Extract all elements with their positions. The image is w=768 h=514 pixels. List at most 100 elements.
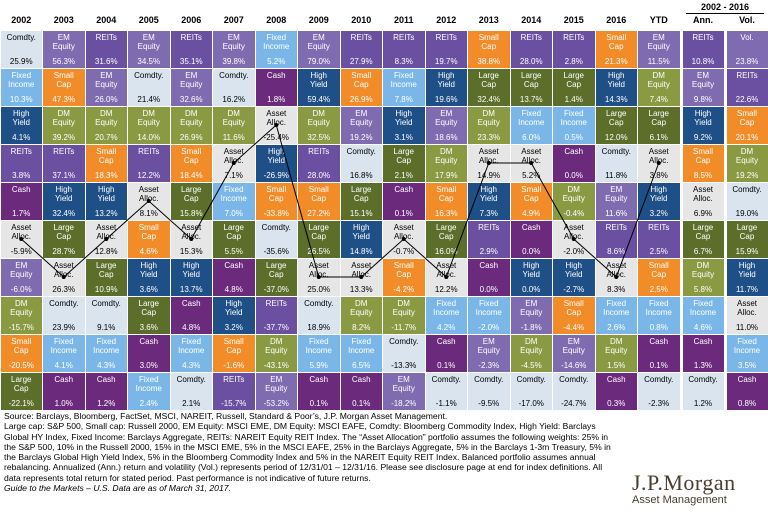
- return-value: 21.4%: [137, 94, 161, 104]
- return-value: 0.5%: [564, 132, 583, 142]
- return-value: -1.8%: [520, 322, 542, 332]
- return-value: 8.5%: [693, 170, 713, 180]
- asset-class-label: Small Cap: [53, 70, 74, 89]
- table-cell: DM Equity 7.4%: [638, 68, 680, 106]
- table-cell: REITs 3.8%: [0, 144, 42, 182]
- return-value: -20.5%: [8, 360, 34, 370]
- return-value: 7.3%: [479, 208, 498, 218]
- return-value: -6.0%: [10, 284, 32, 294]
- return-value: 3.5%: [737, 360, 757, 370]
- table-cell: High Yield 11.7%: [726, 258, 768, 296]
- table-cell: Small Cap 18.3%: [85, 144, 127, 182]
- year-header: 2004: [96, 15, 117, 25]
- asset-class-label: Asset Alloc.: [393, 222, 414, 241]
- asset-class-label: DM Equity: [691, 260, 715, 279]
- asset-class-label: Asset Alloc.: [648, 146, 669, 165]
- return-value: 1.2%: [693, 398, 713, 408]
- return-value: 5.5%: [224, 246, 243, 256]
- table-cell: High Yield 3.2%: [213, 296, 255, 334]
- table-cell: DM Equity 19.2%: [726, 144, 768, 182]
- table-cell: Asset Alloc. 13.3%: [340, 258, 382, 296]
- table-cell: EM Equity 11.5%: [638, 30, 680, 68]
- asset-class-label: Large Cap: [692, 222, 714, 241]
- asset-class-label: REITs: [563, 32, 585, 42]
- table-cell: Small Cap 27.2%: [298, 182, 340, 220]
- asset-class-label: REITs: [435, 32, 457, 42]
- return-value: 7.4%: [649, 94, 668, 104]
- asset-class-label: DM Equity: [477, 108, 500, 127]
- table-cell: Large Cap 12.0%: [595, 106, 637, 144]
- return-value: 19.0%: [735, 208, 759, 218]
- table-cell: Large Cap -22.1%: [0, 372, 42, 410]
- asset-class-label: Cash: [564, 146, 584, 156]
- asset-class-label: REITs: [265, 298, 287, 308]
- table-cell: Fixed Income 4.3%: [85, 334, 127, 372]
- return-value: 4.8%: [224, 284, 243, 294]
- table-cell: Small Cap 18.4%: [170, 144, 212, 182]
- footnote-guide: Guide to the Markets – U.S. Data are as …: [4, 483, 231, 494]
- asset-class-label: EM Equity: [605, 184, 628, 203]
- return-value: 19.2%: [735, 170, 759, 180]
- table-cell: Asset Alloc. -5.9%: [0, 220, 42, 258]
- asset-class-label: DM Equity: [95, 108, 118, 127]
- return-value: 16.2%: [222, 94, 246, 104]
- table-cell: REITs 37.1%: [43, 144, 85, 182]
- asset-class-label: Fixed Income: [433, 298, 460, 317]
- asset-class-label: Fixed Income: [689, 298, 717, 317]
- table-cell: Asset Alloc. 25.0%: [298, 258, 340, 296]
- asset-class-label: DM Equity: [307, 108, 330, 127]
- table-cell: EM Equity -1.8%: [510, 296, 552, 334]
- return-value: 2.5%: [649, 246, 668, 256]
- asset-class-label: EM Equity: [180, 70, 203, 89]
- table-cell: DM Equity -0.4%: [553, 182, 595, 220]
- return-value: -53.2%: [263, 398, 289, 408]
- table-cell: REITs 2.8%: [553, 30, 595, 68]
- asset-class-label: Small Cap: [648, 260, 669, 279]
- asset-class-label: EM Equity: [647, 32, 670, 51]
- table-cell: Comdty. 21.4%: [128, 68, 170, 106]
- table-cell: EM Equity 18.6%: [425, 106, 467, 144]
- return-value: -24.7%: [561, 398, 587, 408]
- table-cell: Comdty. -2.3%: [638, 372, 680, 410]
- return-value: 23.9%: [52, 322, 76, 332]
- asset-class-label: REITs: [138, 146, 160, 156]
- return-value: 2.6%: [607, 322, 626, 332]
- logo-subtitle: Asset Management: [632, 494, 727, 506]
- table-cell: EM Equity -2.3%: [468, 334, 510, 372]
- return-value: 16.8%: [349, 170, 373, 180]
- asset-class-label: REITs: [648, 222, 670, 232]
- table-cell: REITs 31.6%: [85, 30, 127, 68]
- table-cell: REITs 28.0%: [510, 30, 552, 68]
- footnotes: Source: Barclays, Bloomberg, FactSet, MS…: [4, 411, 614, 493]
- table-cell: High Yield -2.7%: [553, 258, 595, 296]
- asset-class-label: DM Equity: [735, 146, 759, 165]
- asset-class-label: Comdty.: [732, 184, 762, 194]
- return-value: 11.5%: [647, 56, 670, 66]
- asset-class-label: Cash: [606, 374, 626, 384]
- table-cell: Small Cap -4.2%: [383, 258, 425, 296]
- asset-class-label: High Yield: [480, 184, 498, 203]
- table-cell: REITs -37.7%: [255, 296, 297, 334]
- return-value: 1.3%: [693, 360, 713, 370]
- return-value: 18.9%: [307, 322, 331, 332]
- table-cell: Comdty. 16.8%: [340, 144, 382, 182]
- table-cell: Comdty. 18.9%: [298, 296, 340, 334]
- return-value: -4.2%: [393, 284, 415, 294]
- return-value: -0.4%: [563, 208, 585, 218]
- return-value: 22.6%: [735, 94, 759, 104]
- asset-class-label: Cash: [224, 260, 244, 270]
- asset-class-label: Small Cap: [351, 70, 372, 89]
- return-value: 19.7%: [434, 56, 458, 66]
- return-value: 9.2%: [693, 132, 713, 142]
- return-value: 32.6%: [179, 94, 203, 104]
- asset-class-label: EM Equity: [52, 32, 75, 51]
- return-value: 20.1%: [735, 132, 759, 142]
- table-cell: REITs 2.9%: [468, 220, 510, 258]
- asset-class-label: Asset Alloc.: [606, 260, 627, 279]
- table-cell: High Yield 13.7%: [170, 258, 212, 296]
- return-value: 56.3%: [52, 56, 76, 66]
- asset-class-label: Cash: [266, 70, 286, 80]
- table-cell: Cash 1.0%: [43, 372, 85, 410]
- return-value: 7.0%: [224, 208, 243, 218]
- year-header: 2009: [308, 15, 329, 25]
